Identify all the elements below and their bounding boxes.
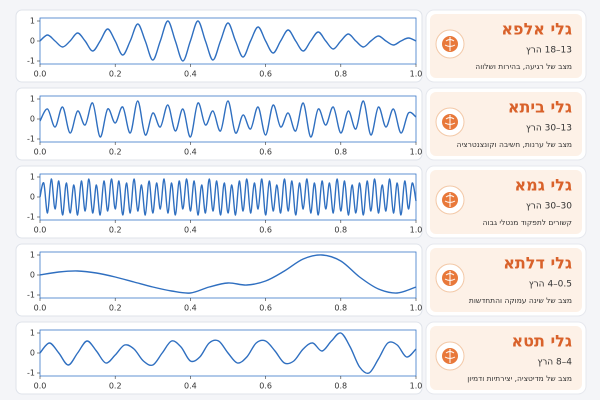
y-tick-label: -1 [27, 291, 35, 300]
x-tick-label: 1.0 [410, 304, 423, 313]
x-tick-label: 0.2 [109, 304, 122, 313]
wave-line [39, 100, 417, 138]
label-card-inner [430, 14, 582, 78]
wave-title: גלי ביתא [508, 98, 572, 117]
wave-description: מצב של רגיעה, בהירות ושלווה [475, 62, 572, 71]
x-tick-label: 0.0 [34, 382, 47, 391]
x-tick-label: 1.0 [410, 382, 423, 391]
x-tick-label: 0.2 [109, 70, 122, 79]
wave-frequency: 13–30 הרץ [526, 124, 572, 134]
label-card-inner [430, 92, 582, 156]
x-tick-label: 0.4 [184, 226, 197, 235]
icon-detail [444, 271, 456, 285]
wave-title: גלי גמא [515, 176, 572, 195]
wave-frequency: 4–8 הרץ [537, 358, 572, 368]
wave-title: גלי אלפא [501, 20, 572, 39]
x-tick-label: 0.6 [259, 226, 272, 235]
x-tick-label: 0.2 [109, 148, 122, 157]
icon-detail [444, 115, 456, 129]
y-tick-label: -1 [27, 213, 35, 222]
wave-line [39, 254, 417, 294]
y-tick-label: 1 [30, 95, 35, 104]
wave-description: מצב של ערנות, חשיבה וקונצנטרציה [457, 140, 572, 149]
wave-title: גלי דלתא [503, 254, 572, 273]
icon-detail [444, 349, 456, 363]
y-tick-label: 1 [30, 17, 35, 26]
chart-panel [15, 87, 423, 161]
x-tick-label: 0.6 [259, 304, 272, 313]
y-tick-label: 0 [30, 193, 35, 202]
y-tick-label: 0 [30, 271, 35, 280]
wave-line [39, 178, 417, 216]
x-tick-label: 1.0 [410, 70, 423, 79]
y-tick-label: 0 [30, 37, 35, 46]
x-tick-label: 0.8 [334, 70, 347, 79]
x-tick-label: 0.4 [184, 148, 197, 157]
x-tick-label: 0.4 [184, 304, 197, 313]
y-tick-label: 1 [30, 173, 35, 182]
label-card-inner [430, 248, 582, 312]
x-tick-label: 0.8 [334, 304, 347, 313]
y-tick-label: -1 [27, 135, 35, 144]
y-tick-label: 1 [30, 329, 35, 338]
x-tick-label: 1.0 [410, 226, 423, 235]
x-tick-label: 0.2 [109, 382, 122, 391]
x-tick-label: 0.0 [34, 70, 47, 79]
x-tick-label: 0.2 [109, 226, 122, 235]
wave-line [39, 332, 417, 375]
wave-description: מצב של מדיטציה, יצירתיות ודמיון [467, 374, 572, 383]
label-card-inner [430, 170, 582, 234]
icon-detail [444, 37, 456, 51]
wave-line [39, 20, 417, 62]
x-tick-label: 0.6 [259, 382, 272, 391]
x-tick-label: 0.8 [334, 382, 347, 391]
x-tick-label: 0.0 [34, 148, 47, 157]
y-tick-label: 0 [30, 349, 35, 358]
x-tick-label: 0.4 [184, 70, 197, 79]
wave-frequency: 0.5–4 הרץ [529, 280, 572, 290]
wave-description: מצב של שינה עמוקה והתחדשות [469, 296, 572, 305]
wave-description: קשורים לתפקוד מנטלי גבוה [483, 218, 572, 227]
wave-title: גלי תטא [511, 332, 572, 351]
y-tick-label: -1 [27, 369, 35, 378]
x-tick-label: 0.0 [34, 304, 47, 313]
icon-detail [444, 193, 456, 207]
y-tick-label: 0 [30, 115, 35, 124]
wave-frequency: 13–18 הרץ [526, 46, 572, 56]
y-tick-label: -1 [27, 57, 35, 66]
label-card-inner [430, 326, 582, 390]
x-tick-label: 0.8 [334, 226, 347, 235]
x-tick-label: 1.0 [410, 148, 423, 157]
x-tick-label: 0.6 [259, 70, 272, 79]
chart-panel [15, 321, 423, 395]
x-tick-label: 0.4 [184, 382, 197, 391]
x-tick-label: 0.0 [34, 226, 47, 235]
x-tick-label: 0.8 [334, 148, 347, 157]
chart-panel [15, 243, 423, 317]
wave-frequency: 30–30 הרץ [526, 202, 572, 212]
x-tick-label: 0.6 [259, 148, 272, 157]
y-tick-label: 1 [30, 251, 35, 260]
